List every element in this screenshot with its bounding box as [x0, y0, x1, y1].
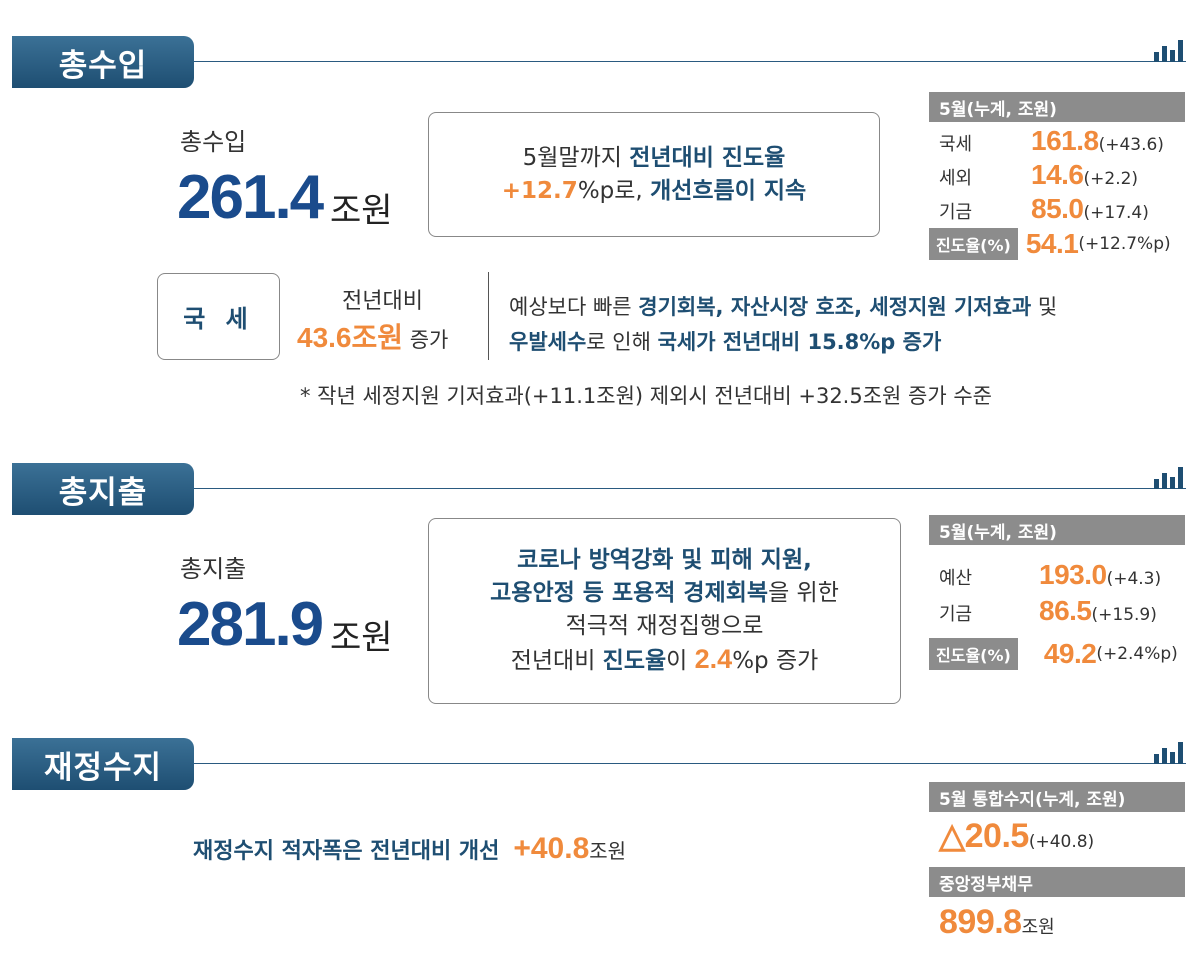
revenue-label: 총수입: [180, 128, 247, 156]
integrated-balance: △20.5 (+40.8): [939, 817, 1095, 855]
expenditure-message-line3: 적극적 재정집행으로: [565, 613, 764, 639]
national-tax-box: 국 세: [157, 273, 280, 360]
section-divider: [194, 488, 1186, 489]
expenditure-amount: 281.9: [177, 590, 324, 659]
footnote: * 작년 세정지원 기저효과(+11.1조원) 제외시 전년대비 +32.5조원…: [300, 384, 992, 408]
revenue-message-box: 5월말까지 전년대비 진도율 +12.7%p로, 개선흐름이 지속: [428, 112, 880, 237]
revenue-side-header: 5월(누계, 조원): [929, 92, 1185, 122]
bar-chart-icon: [1154, 463, 1186, 489]
expenditure-side-header: 5월(누계, 조원): [929, 515, 1185, 545]
bar-chart-icon: [1154, 36, 1186, 62]
tax-yoy-amount: 43.6조원 증가: [297, 322, 449, 353]
expenditure-message-box: 코로나 방역강화 및 피해 지원, 고용안정 등 포용적 경제회복을 위한 적극…: [428, 518, 901, 704]
revenue-side-row-progress: 진도율(%) 54.1 (+12.7%p): [929, 228, 1171, 260]
section-title-balance: 재정수지: [12, 738, 194, 790]
tax-description-line2: 우발세수로 인해 국세가 전년대비 15.8%p 증가: [509, 330, 942, 354]
section-divider: [194, 763, 1186, 764]
revenue-message-line1: 5월말까지 전년대비 진도율: [522, 144, 786, 171]
expenditure-side-row: 예산 193.0 (+4.3): [939, 559, 1162, 590]
tax-yoy-label: 전년대비: [342, 289, 423, 314]
expenditure-message-line4: 전년대비 진도율이 2.4%p 증가: [510, 644, 819, 674]
revenue-amount: 261.4: [177, 163, 324, 232]
revenue-unit: 조원: [330, 191, 393, 231]
revenue-message-line2: +12.7%p로, 개선흐름이 지속: [501, 177, 807, 204]
section-title-expenditure: 총지출: [12, 463, 194, 515]
balance-statement: 재정수지 적자폭은 전년대비 개선 +40.8 조원: [193, 832, 627, 865]
expenditure-message-line1: 코로나 방역강화 및 피해 지원,: [517, 547, 812, 573]
expenditure-label: 총지출: [180, 555, 247, 583]
expenditure-message-line2: 고용안정 등 포용적 경제회복을 위한: [490, 580, 839, 606]
bar-chart-icon: [1154, 738, 1186, 764]
revenue-side-row: 세외 14.6 (+2.2): [939, 159, 1139, 190]
tax-description-line1: 예상보다 빠른 경기회복, 자산시장 호조, 세정지원 기저효과 및: [509, 295, 1058, 319]
central-government-debt: 899.8 조원: [939, 903, 1055, 941]
revenue-side-row: 기금 85.0 (+17.4): [939, 193, 1149, 224]
balance-side-header: 5월 통합수지(누계, 조원): [929, 782, 1185, 812]
debt-side-header: 중앙정부채무: [929, 867, 1185, 897]
revenue-side-row: 국세 161.8 (+43.6): [939, 125, 1164, 156]
expenditure-side-row-progress: 진도율(%) 49.2 (+2.4%p): [929, 638, 1178, 670]
vertical-divider: [488, 272, 489, 360]
section-title-revenue: 총수입: [12, 36, 194, 88]
expenditure-side-row: 기금 86.5 (+15.9): [939, 595, 1157, 626]
expenditure-unit: 조원: [330, 618, 393, 658]
section-divider: [194, 61, 1186, 62]
